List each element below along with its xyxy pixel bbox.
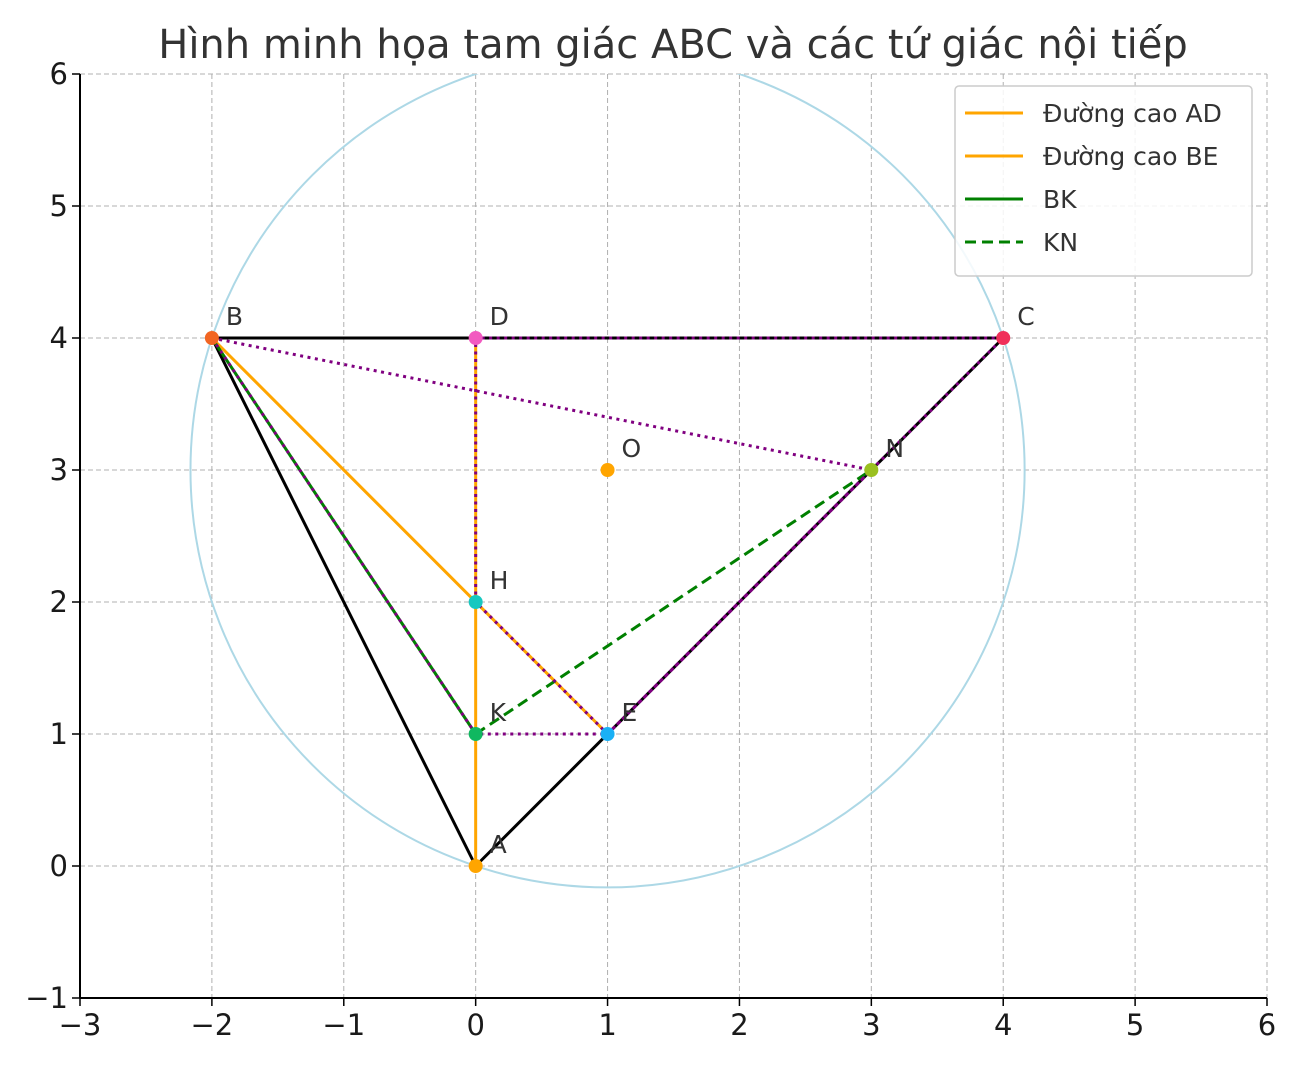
point-label-c: C (1017, 302, 1034, 331)
x-tick-label: 1 (598, 1008, 616, 1042)
y-tick-label: 2 (50, 585, 68, 619)
point-label-n: N (885, 434, 904, 463)
circumcircle (189, 74, 1026, 889)
y-tick-label: 3 (50, 453, 68, 487)
segment-bk (210, 337, 477, 735)
point-a (468, 859, 483, 873)
point-k (468, 727, 483, 741)
point-label-k: K (490, 698, 507, 727)
point-o (600, 463, 615, 477)
point-label-a: A (490, 830, 507, 859)
y-tick-label: 6 (50, 57, 68, 91)
x-tick-label: 2 (730, 1008, 748, 1042)
points-layer: A B C D E H K N O (204, 302, 1035, 873)
y-tick-label: 0 (50, 849, 68, 883)
y-tick-label: −1 (25, 981, 68, 1015)
x-tick-label: 5 (1126, 1008, 1144, 1042)
segment-kn (474, 468, 873, 736)
point-h (468, 595, 483, 609)
segment-be (210, 336, 609, 736)
axes: −3 −2 −1 0 1 2 3 4 5 6 −1 0 1 2 3 4 5 6 (25, 57, 1276, 1042)
point-label-d: D (490, 302, 509, 331)
point-d (468, 331, 483, 345)
triangle-side-ab (210, 336, 478, 868)
point-label-e: E (622, 698, 638, 727)
point-e (600, 727, 615, 741)
x-tick-label: 6 (1258, 1008, 1276, 1042)
legend-label: BK (1043, 185, 1077, 214)
quadrilateral-bnek (208, 335, 875, 736)
x-tick-label: 3 (862, 1008, 880, 1042)
x-tick-label: 4 (994, 1008, 1012, 1042)
y-tick-label: 1 (50, 717, 68, 751)
x-tick-label: −3 (59, 1008, 102, 1042)
point-n (864, 463, 879, 477)
point-label-o: O (622, 434, 642, 463)
legend-label: KN (1043, 228, 1078, 257)
point-label-h: H (490, 566, 509, 595)
y-tick-label: 5 (50, 189, 68, 223)
legend: Đường cao AD Đường cao BE BK KN (954, 85, 1253, 277)
quadrilateral-layer (208, 335, 1007, 737)
chart-title: Hình minh họa tam giác ABC và các tứ giá… (158, 22, 1188, 68)
y-tick-label: 4 (50, 321, 68, 355)
point-b (204, 331, 219, 345)
legend-box (954, 85, 1253, 277)
point-c (996, 331, 1011, 345)
x-tick-label: −1 (322, 1008, 365, 1042)
legend-label: Đường cao BE (1043, 142, 1218, 171)
x-tick-label: −2 (191, 1008, 234, 1042)
x-tick-label: 0 (466, 1008, 484, 1042)
point-label-b: B (226, 302, 243, 331)
legend-label: Đường cao AD (1043, 99, 1222, 128)
circumcircle-layer (189, 74, 1026, 889)
